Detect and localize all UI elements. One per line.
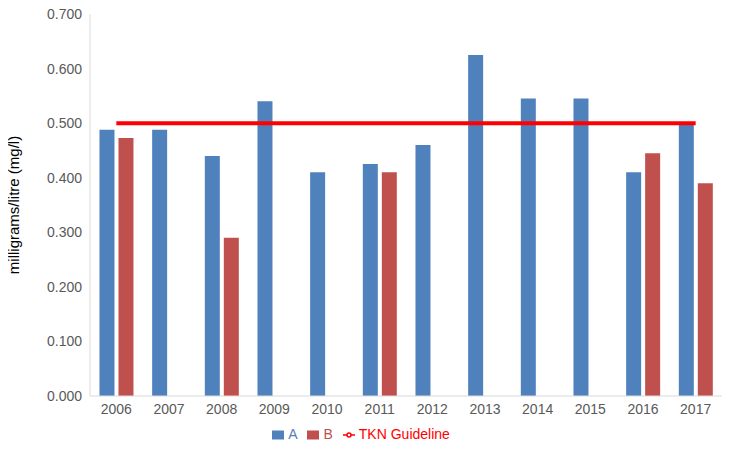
svg-text:0.200: 0.200 [47, 279, 82, 295]
svg-text:2017: 2017 [680, 401, 711, 417]
svg-text:2010: 2010 [311, 401, 342, 417]
svg-text:0.100: 0.100 [47, 333, 82, 349]
svg-text:0.400: 0.400 [47, 170, 82, 186]
svg-text:2016: 2016 [627, 401, 658, 417]
svg-text:2013: 2013 [469, 401, 500, 417]
svg-text:0.300: 0.300 [47, 224, 82, 240]
svg-text:0.600: 0.600 [47, 61, 82, 77]
html-text:TKN Guideline: TKN Guideline [358, 426, 450, 442]
svg-text:2007: 2007 [153, 401, 184, 417]
html-text:B: B [323, 426, 333, 442]
svg-text:2006: 2006 [101, 401, 132, 417]
svg-text:milligrams/litre (mg/l): milligrams/litre (mg/l) [8, 136, 22, 274]
svg-text:0.700: 0.700 [47, 8, 82, 22]
svg-text:2009: 2009 [259, 401, 290, 417]
svg-text:0.500: 0.500 [47, 115, 82, 131]
svg-text:2015: 2015 [575, 401, 606, 417]
svg-text:2014: 2014 [522, 401, 553, 417]
svg-text:2011: 2011 [365, 401, 395, 417]
svg-text:2008: 2008 [206, 401, 237, 417]
html-text:A: A [288, 426, 298, 442]
svg-text:2012: 2012 [417, 401, 448, 417]
svg-text:0.000: 0.000 [47, 388, 82, 404]
